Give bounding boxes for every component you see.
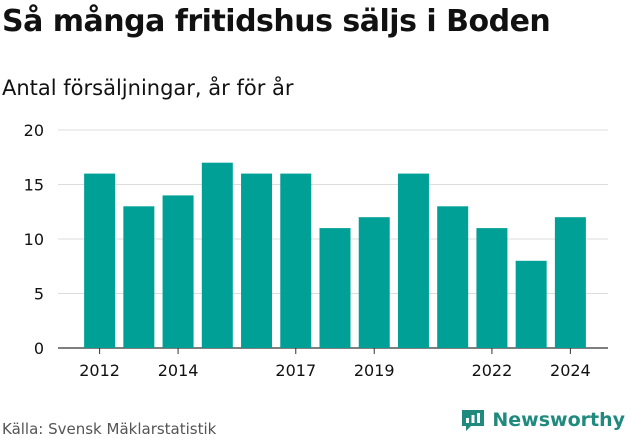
brand-logo[interactable]: Newsworthy — [460, 407, 625, 433]
source-note: Källa: Svensk Mäklarstatistik — [2, 420, 217, 438]
y-tick-label: 20 — [24, 121, 44, 140]
bar-2015[interactable] — [201, 162, 233, 348]
bar-2013[interactable] — [123, 206, 155, 348]
y-tick-label: 0 — [34, 339, 44, 358]
bar-2018[interactable] — [319, 228, 351, 348]
x-tick-label: 2024 — [550, 361, 591, 380]
bar-chart: 0 5 10 15 20 2012 2014 2017 2019 2022 2024 — [24, 121, 608, 380]
brand-name: Newsworthy — [492, 409, 625, 431]
bar-2024[interactable] — [554, 217, 586, 348]
x-tick-label: 2022 — [472, 361, 513, 380]
bar-2019[interactable] — [358, 217, 390, 348]
x-axis-ticks: 2012 2014 2017 2019 2022 2024 — [79, 348, 591, 380]
y-tick-label: 15 — [24, 176, 44, 195]
bar-2020[interactable] — [397, 173, 429, 348]
bar-2012[interactable] — [84, 173, 116, 348]
bar-2022[interactable] — [476, 228, 508, 348]
x-tick-label: 2019 — [354, 361, 395, 380]
bar-2023[interactable] — [515, 260, 547, 348]
newsworthy-logo-icon — [462, 410, 485, 431]
x-tick-label: 2017 — [275, 361, 316, 380]
chart-title: Så många fritidshus säljs i Boden — [2, 4, 551, 39]
y-tick-label: 5 — [34, 285, 44, 304]
x-tick-label: 2014 — [158, 361, 199, 380]
chart-subtitle: Antal försäljningar, år för år — [2, 76, 294, 100]
bar-2017[interactable] — [280, 173, 312, 348]
x-tick-label: 2012 — [79, 361, 120, 380]
bars — [84, 162, 586, 348]
y-axis-ticks: 0 5 10 15 20 — [24, 121, 44, 358]
bar-2014[interactable] — [162, 195, 194, 348]
bar-2021[interactable] — [437, 206, 469, 348]
bar-2016[interactable] — [241, 173, 273, 348]
y-tick-label: 10 — [24, 230, 44, 249]
